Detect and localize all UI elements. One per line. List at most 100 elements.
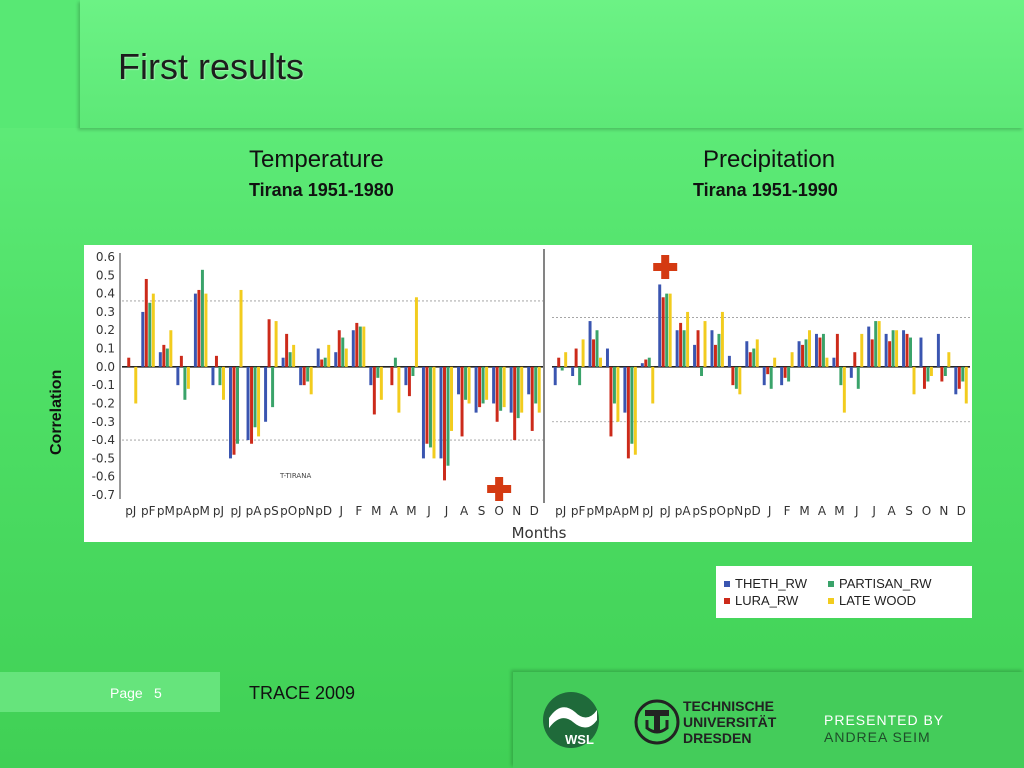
bar-partisan-rw	[393, 357, 397, 367]
bar-partisan-rw	[560, 366, 564, 371]
bar-late-wood	[633, 366, 637, 455]
bar-theth-rw	[954, 366, 958, 395]
bar-theth-rw	[527, 366, 531, 395]
bar-partisan-rw	[665, 293, 669, 367]
correlation-chart: 0.6 0.5 0.4 0.3 0.2 0.1 0.0 -0.1 -0.2 -0.3 -0.4 -0.…	[92, 249, 970, 542]
bar-partisan-rw	[341, 337, 345, 367]
bar-partisan-rw	[752, 348, 756, 367]
legend-label: LURA_RW	[735, 593, 799, 608]
x-tick-label: D	[957, 504, 966, 518]
bar-late-wood	[929, 366, 933, 376]
bar-late-wood	[860, 333, 864, 367]
bar-late-wood	[668, 293, 672, 367]
page-title: First results	[118, 46, 305, 87]
bar-theth-rw	[158, 352, 162, 367]
bar-late-wood	[808, 330, 811, 367]
y-tick-label: -0.1	[92, 378, 115, 392]
bar-theth-rw	[675, 330, 679, 367]
footer-logo-band: WSL	[513, 672, 1024, 768]
bar-partisan-rw	[909, 337, 912, 367]
x-tick-label: pO	[709, 504, 726, 518]
wsl-logo-icon: WSL	[543, 692, 599, 748]
bar-theth-rw	[588, 321, 592, 367]
bar-theth-rw	[919, 337, 923, 367]
legend-item: THETH_RW	[724, 576, 807, 591]
bar-theth-rw	[884, 333, 888, 367]
bar-lura-rw	[232, 366, 236, 455]
bar-partisan-rw	[288, 352, 292, 367]
legend-item: LATE WOOD	[828, 593, 916, 608]
bar-theth-rw	[814, 333, 818, 367]
bar-partisan-rw	[595, 330, 599, 367]
bar-theth-rw	[369, 366, 373, 386]
bar-late-wood	[292, 344, 296, 367]
bar-theth-rw	[474, 366, 478, 413]
legend-swatch	[828, 597, 834, 604]
bar-lura-rw	[513, 366, 517, 441]
university-line: TECHNISCHE	[683, 698, 775, 714]
bar-theth-rw	[509, 366, 513, 413]
bar-theth-rw	[936, 333, 940, 367]
bar-lura-rw	[179, 355, 183, 367]
bar-theth-rw	[727, 355, 731, 367]
bar-lura-rw	[661, 297, 665, 367]
bar-partisan-rw	[804, 339, 808, 367]
bar-lura-rw	[425, 366, 429, 444]
y-tick-label: -0.6	[92, 470, 115, 484]
x-tick-label: pN	[298, 504, 315, 518]
x-axis-label: Months	[512, 524, 567, 542]
x-tick-label: J	[854, 504, 859, 518]
bar-lura-rw	[214, 355, 218, 367]
bar-partisan-rw	[926, 366, 930, 382]
bar-theth-rw	[351, 330, 355, 367]
presented-by-label: PRESENTED BY	[824, 712, 945, 728]
bar-late-wood	[134, 366, 138, 404]
bar-lura-rw	[922, 366, 926, 389]
bar-late-wood	[912, 366, 916, 395]
bar-partisan-rw	[856, 366, 860, 389]
bar-partisan-rw	[630, 366, 634, 444]
bar-partisan-rw	[874, 321, 878, 367]
footer-page-band	[0, 672, 220, 712]
legend-item: PARTISAN_RW	[828, 576, 931, 591]
bar-theth-rw	[176, 366, 180, 386]
bar-theth-rw	[421, 366, 425, 459]
presenter-name: ANDREA SEIM	[824, 729, 931, 745]
bar-late-wood	[502, 366, 506, 408]
bar-late-wood	[877, 321, 881, 367]
bar-late-wood	[432, 366, 436, 459]
tu-dresden-seal-icon	[634, 699, 680, 745]
x-tick-label: pA	[605, 504, 622, 518]
bar-theth-rw	[553, 366, 557, 386]
bar-late-wood	[151, 293, 155, 367]
bar-partisan-rw	[358, 326, 362, 367]
x-tick-label: pJ	[213, 504, 224, 518]
bar-lura-rw	[870, 339, 874, 367]
y-axis-label: Correlation	[48, 369, 65, 455]
legend-label: LATE WOOD	[839, 593, 917, 608]
x-tick-label: pM	[587, 504, 605, 518]
significance-marker-icon	[653, 255, 678, 279]
bar-partisan-rw	[376, 366, 380, 378]
bar-theth-rw	[264, 366, 268, 422]
bar-late-wood	[720, 311, 724, 367]
x-tick-label: N	[512, 504, 521, 518]
bar-lura-rw	[748, 352, 752, 367]
bar-partisan-rw	[200, 269, 204, 367]
bar-theth-rw	[404, 366, 408, 386]
x-tick-label: pJ	[230, 504, 241, 518]
bar-partisan-rw	[534, 366, 538, 404]
x-tick-label: pF	[571, 504, 586, 518]
bar-theth-rw	[762, 366, 766, 386]
bar-partisan-rw	[961, 366, 965, 382]
corner-block	[0, 0, 80, 128]
bar-lura-rw	[197, 289, 201, 367]
bar-lura-rw	[530, 366, 534, 431]
bar-theth-rw	[605, 348, 609, 367]
x-tick-label: A	[460, 504, 469, 518]
bar-lura-rw	[478, 366, 482, 408]
bar-lura-rw	[285, 333, 289, 367]
bar-lura-rw	[267, 319, 271, 367]
bar-late-wood	[773, 357, 777, 367]
bar-partisan-rw	[218, 366, 222, 386]
